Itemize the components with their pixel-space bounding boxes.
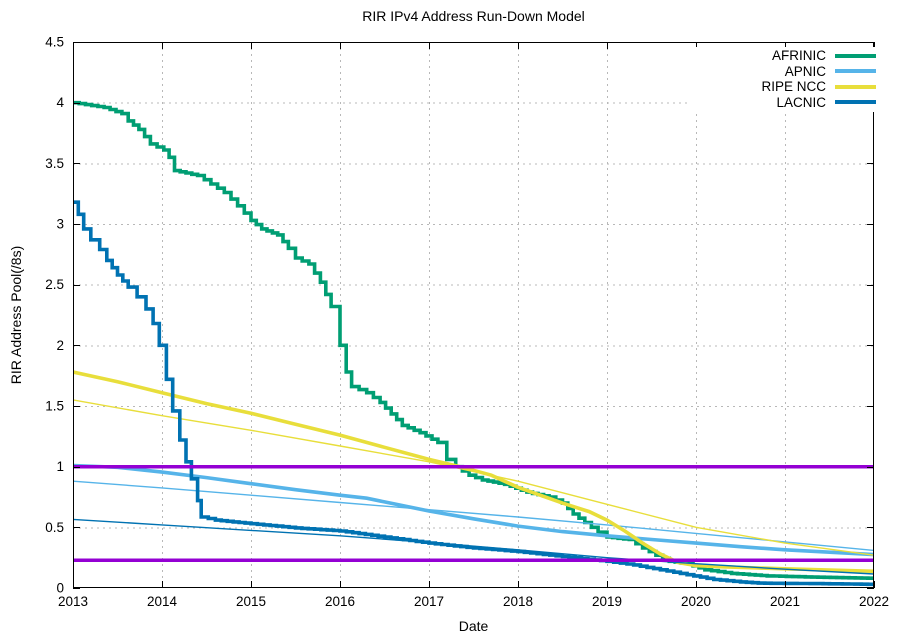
x-axis-label: Date xyxy=(458,618,489,634)
x-tick-label: 2017 xyxy=(414,594,444,609)
y-tick-label: 2.5 xyxy=(45,277,64,292)
x-tick-label: 2020 xyxy=(681,594,711,609)
chart-title: RIR IPv4 Address Run-Down Model xyxy=(362,8,585,24)
x-tick-label: 2019 xyxy=(592,594,622,609)
x-tick-label: 2022 xyxy=(859,594,889,609)
x-tick-label: 2018 xyxy=(503,594,533,609)
grid xyxy=(73,42,874,588)
y-tick-label: 1 xyxy=(56,459,64,474)
x-tick-label: 2013 xyxy=(58,594,88,609)
y-tick-label: 4 xyxy=(56,95,64,110)
series-line-afrinic xyxy=(73,100,874,580)
legend-item-ripe-ncc: RIPE NCC xyxy=(761,79,876,95)
y-tick-label: 2 xyxy=(56,338,64,353)
series-line-lacnic xyxy=(73,200,874,587)
legend-label: RIPE NCC xyxy=(761,79,826,95)
legend-label: LACNIC xyxy=(776,94,826,110)
x-tick-label: 2016 xyxy=(325,594,355,609)
series-line-apnic xyxy=(73,463,874,557)
legend: AFRINIC APNIC RIPE NCC LACNIC xyxy=(691,47,876,112)
legend-item-afrinic: AFRINIC xyxy=(761,48,876,64)
y-tick-label: 0.5 xyxy=(45,520,64,535)
y-tick-label: 4.5 xyxy=(45,35,64,50)
tick-marks xyxy=(73,42,875,589)
y-tick-label: 0 xyxy=(56,581,64,596)
y-tick-labels: 0 0.5 1 1.5 2 2.5 3 3.5 4 4.5 xyxy=(45,35,64,596)
series-line-apnic-model xyxy=(73,480,874,552)
legend-label: APNIC xyxy=(784,63,826,79)
legend-line-swatch xyxy=(835,84,876,89)
x-tick-label: 2015 xyxy=(236,594,266,609)
y-tick-label: 3.5 xyxy=(45,156,64,171)
legend-label: AFRINIC xyxy=(772,48,826,64)
legend-item-apnic: APNIC xyxy=(761,64,876,80)
series-line-ripe-ncc xyxy=(73,370,874,574)
x-tick-label: 2021 xyxy=(770,594,800,609)
legend-line-swatch xyxy=(835,53,876,58)
legend-line-swatch xyxy=(835,69,876,74)
x-tick-label: 2014 xyxy=(147,594,178,609)
legend-item-lacnic: LACNIC xyxy=(761,95,876,111)
plot-border xyxy=(73,42,874,588)
x-tick-labels: 2013 2014 2015 2016 2017 2018 2019 2020 2021 2022 xyxy=(58,594,889,609)
legend-line-swatch xyxy=(835,100,876,105)
y-tick-label: 1.5 xyxy=(45,399,64,414)
y-tick-label: 3 xyxy=(56,217,64,232)
series-group xyxy=(73,100,874,587)
